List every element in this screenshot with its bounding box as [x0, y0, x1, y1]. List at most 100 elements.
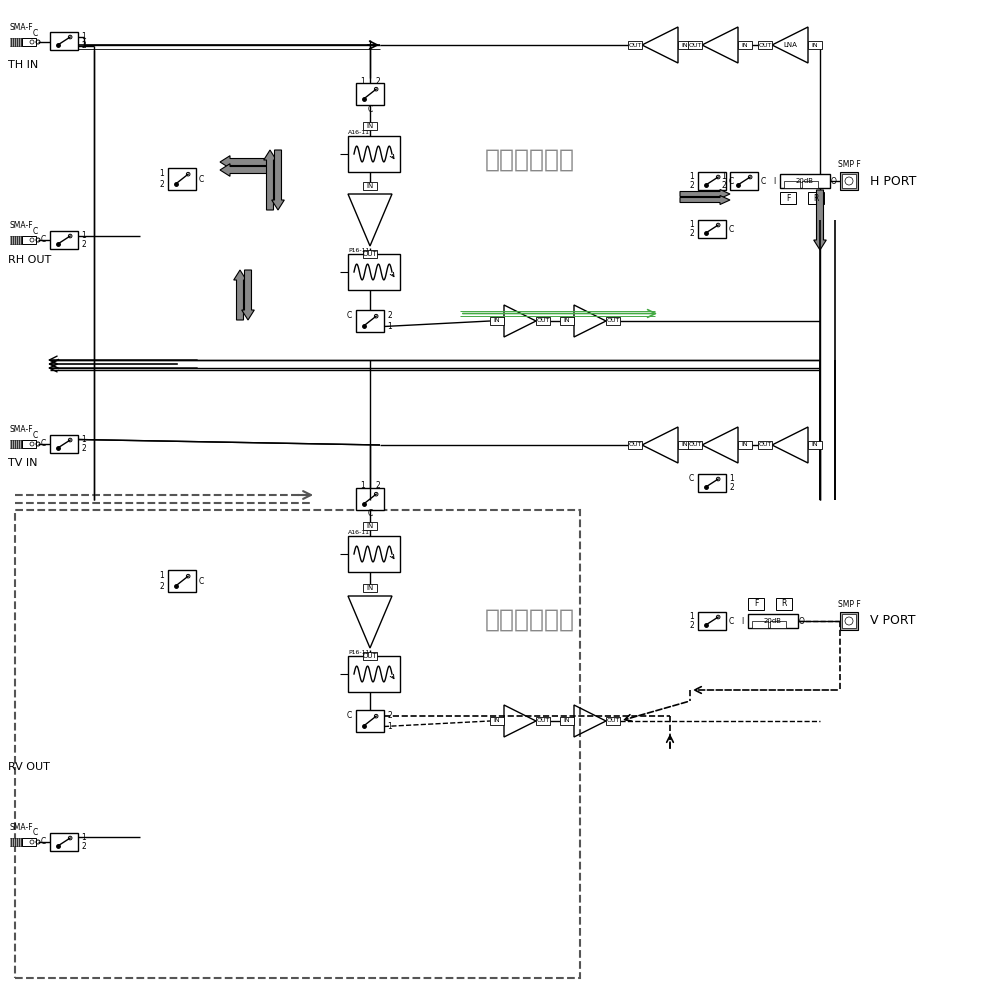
Text: C: C [729, 225, 734, 234]
Text: 1: 1 [81, 435, 85, 444]
Text: F: F [753, 599, 757, 608]
Text: 2: 2 [81, 41, 85, 50]
Text: RH OUT: RH OUT [8, 255, 52, 265]
Bar [363, 652, 377, 660]
Bar [801, 181, 817, 188]
Text: C: C [346, 311, 352, 320]
Text: C: C [41, 235, 46, 244]
Text: IN: IN [681, 442, 688, 448]
FancyArrow shape [234, 270, 247, 320]
Text: 2: 2 [689, 181, 693, 190]
Bar [536, 317, 550, 325]
Text: 1: 1 [159, 571, 164, 580]
Text: OUT: OUT [757, 442, 771, 448]
Bar [839, 612, 857, 630]
Text: OUT: OUT [605, 718, 619, 723]
Bar [698, 172, 726, 190]
Text: 2: 2 [81, 444, 85, 453]
Text: 1: 1 [360, 77, 365, 86]
Bar [489, 717, 504, 725]
Bar [757, 441, 771, 449]
Bar [22, 38, 36, 46]
Bar [698, 612, 726, 630]
Bar [22, 838, 36, 846]
Bar [560, 317, 574, 325]
Text: OUT: OUT [362, 251, 377, 257]
Text: C: C [729, 616, 734, 626]
Text: C: C [33, 29, 38, 38]
Text: R: R [812, 194, 818, 203]
Text: OUT: OUT [605, 318, 619, 324]
Text: IN: IN [366, 523, 374, 529]
Bar [841, 174, 855, 188]
Bar [168, 168, 196, 190]
Bar [356, 710, 384, 732]
Text: 2: 2 [81, 842, 85, 851]
Text: C: C [33, 828, 38, 837]
Text: C: C [41, 837, 46, 846]
Text: 1: 1 [159, 169, 164, 178]
Text: V PORT: V PORT [869, 614, 914, 628]
Text: C: C [367, 510, 372, 518]
Text: 2: 2 [375, 482, 380, 490]
Text: IN: IN [811, 442, 817, 448]
Bar [783, 181, 799, 188]
Bar [560, 717, 574, 725]
Bar [779, 174, 829, 188]
Text: SMA-F: SMA-F [10, 221, 34, 230]
Text: A16-11: A16-11 [348, 130, 370, 135]
Text: 2: 2 [721, 181, 726, 190]
Bar [839, 172, 857, 190]
Text: C: C [367, 105, 372, 114]
Bar [730, 172, 757, 190]
FancyArrow shape [263, 150, 276, 210]
Text: C: C [199, 576, 204, 585]
Bar [807, 192, 823, 204]
Text: I: I [741, 616, 743, 626]
Bar [807, 41, 821, 49]
Text: C: C [41, 440, 46, 448]
Bar [698, 474, 726, 492]
Bar [738, 41, 751, 49]
Bar [168, 570, 196, 592]
Text: SMP F: SMP F [837, 600, 860, 609]
Text: OUT: OUT [362, 653, 377, 659]
Bar [363, 250, 377, 258]
Text: 1: 1 [360, 482, 365, 490]
Text: 2: 2 [689, 229, 693, 238]
Text: F: F [785, 194, 789, 203]
Text: 20dB: 20dB [795, 178, 813, 184]
Text: C: C [199, 175, 204, 184]
Bar [22, 236, 36, 244]
Bar [10, 236, 22, 244]
Bar [605, 717, 619, 725]
Text: 1: 1 [81, 833, 85, 842]
Text: OUT: OUT [757, 43, 771, 48]
Text: C: C [33, 430, 38, 440]
Text: 1: 1 [81, 32, 85, 41]
Bar [627, 441, 641, 449]
FancyArrow shape [679, 190, 730, 199]
Text: OUT: OUT [627, 43, 641, 48]
Bar [348, 136, 400, 172]
Bar [356, 310, 384, 332]
Bar [363, 122, 377, 130]
Text: SMA-F: SMA-F [10, 823, 34, 832]
Bar [677, 41, 691, 49]
Text: C: C [760, 177, 765, 186]
Bar [10, 838, 22, 846]
Bar [10, 38, 22, 46]
Text: 垂直极化链路: 垂直极化链路 [484, 608, 575, 632]
Text: TH IN: TH IN [8, 60, 38, 70]
Text: IN: IN [811, 43, 817, 48]
Text: C: C [688, 474, 693, 483]
Bar [363, 522, 377, 530]
Bar [779, 192, 795, 204]
Text: C: C [33, 227, 38, 236]
Text: RV OUT: RV OUT [8, 762, 50, 772]
Text: TV IN: TV IN [8, 458, 38, 468]
Text: 2: 2 [375, 77, 380, 86]
Text: SMP F: SMP F [837, 160, 860, 169]
Text: OUT: OUT [688, 442, 701, 448]
Text: IN: IN [493, 318, 500, 324]
